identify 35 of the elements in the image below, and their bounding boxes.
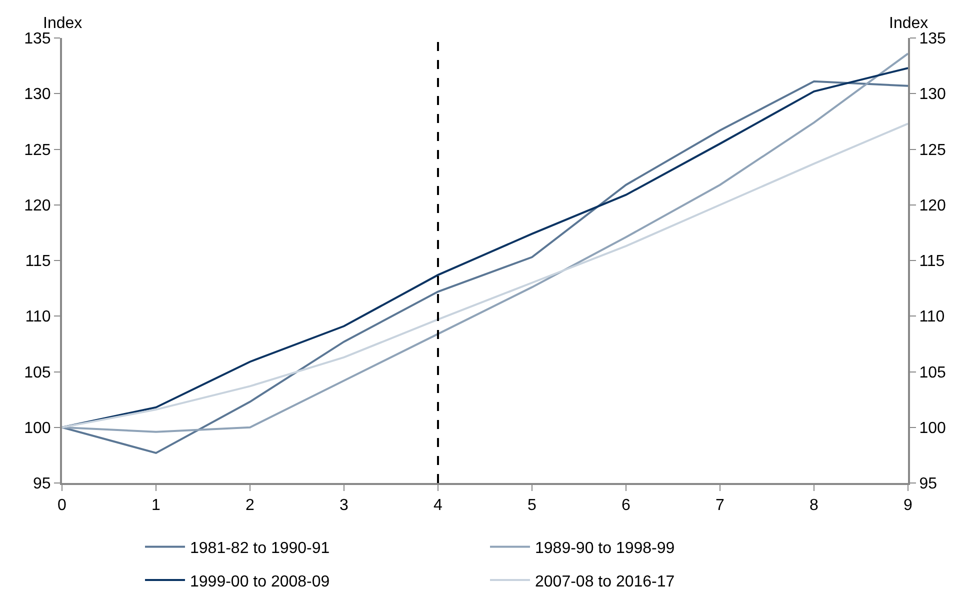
- y-tick-label: 105: [24, 364, 51, 382]
- y2-tick-label: 130: [919, 86, 946, 104]
- x-tick-label: 5: [528, 497, 537, 514]
- y-tick-label: 125: [24, 142, 51, 159]
- y2-tick-label: 95: [919, 476, 938, 493]
- y-tick-label: 135: [24, 30, 51, 48]
- y-tick-label: 95: [33, 476, 51, 493]
- y2-tick-label: 125: [919, 142, 946, 159]
- y-tick-label: 120: [24, 197, 51, 214]
- x-tick-label: 0: [58, 497, 67, 514]
- line-series: [62, 122, 908, 428]
- x-tick-label: 4: [434, 497, 443, 514]
- y-tick-label: 130: [24, 86, 51, 104]
- x-tick-label: 6: [622, 497, 631, 514]
- legend-label: 2007-08 to 2016-17: [535, 573, 675, 590]
- y-tick-label: 115: [25, 253, 51, 270]
- x-tick-label: 1: [152, 497, 161, 514]
- legend-label: 1989-90 to 1998-99: [535, 540, 675, 557]
- x-tick-label: 3: [340, 497, 349, 514]
- legend-label: 1999-00 to 2008-09: [190, 573, 330, 590]
- y-tick-label: 110: [25, 308, 51, 326]
- x-tick-label: 2: [246, 497, 255, 514]
- legend-label: 1981-82 to 1990-91: [190, 540, 330, 557]
- x-tick-label: 8: [810, 497, 819, 514]
- y2-axis-title: Index: [889, 15, 928, 32]
- y2-tick-label: 110: [919, 308, 945, 326]
- y2-tick-label: 105: [919, 364, 946, 382]
- y2-tick-label: 120: [919, 197, 946, 214]
- y2-tick-label: 135: [919, 30, 946, 48]
- x-tick-label: 7: [716, 497, 725, 514]
- y-axis-title: Index: [43, 15, 82, 32]
- y2-tick-label: 100: [919, 420, 946, 437]
- y-tick-label: 100: [24, 420, 51, 437]
- x-tick-label: 9: [904, 497, 913, 514]
- y2-tick-label: 115: [919, 253, 945, 270]
